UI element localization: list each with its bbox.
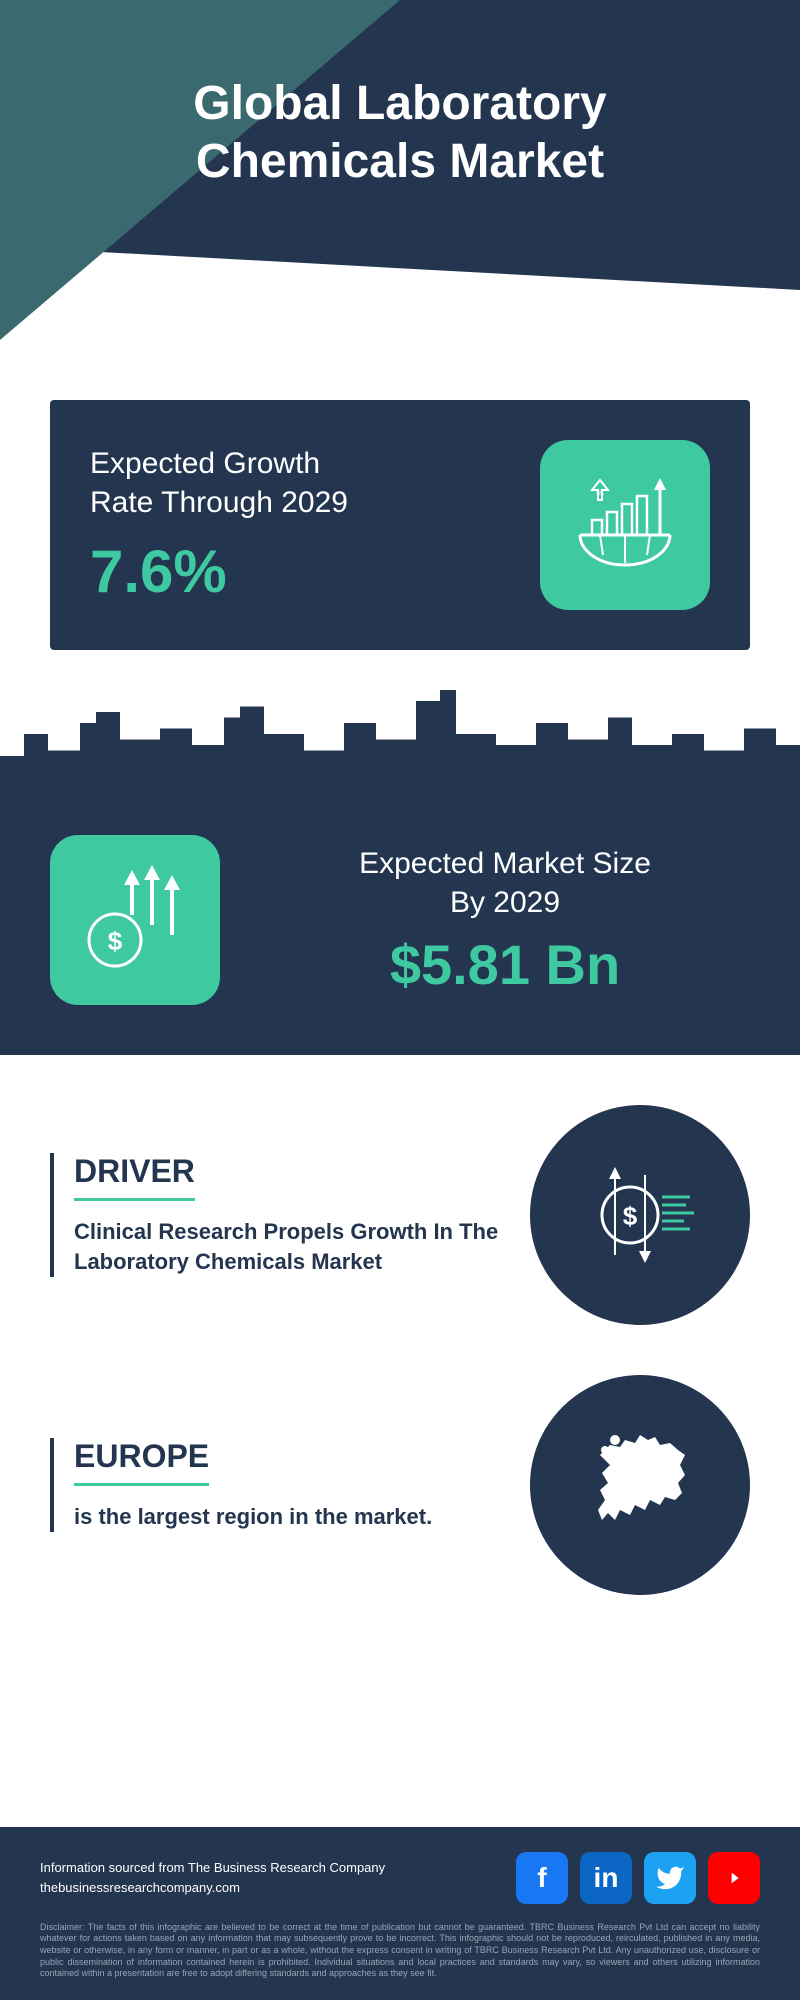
growth-rate-value: 7.6%	[90, 537, 348, 606]
region-body: is the largest region in the market.	[74, 1502, 500, 1532]
growth-rate-card: Expected Growth Rate Through 2029 7.6% %	[50, 400, 750, 650]
svg-text:%: %	[596, 489, 603, 498]
title-line1: Global Laboratory	[193, 77, 606, 130]
disclaimer: Disclaimer: The facts of this infographi…	[40, 1922, 760, 1980]
dollar-arrows-up-icon: $	[50, 835, 220, 1005]
growth-rate-text: Expected Growth Rate Through 2029 7.6%	[90, 444, 348, 606]
region-text: EUROPE is the largest region in the mark…	[50, 1438, 500, 1532]
facebook-icon[interactable]: f	[516, 1852, 568, 1904]
social-links: f in	[516, 1852, 760, 1904]
region-section: EUROPE is the largest region in the mark…	[50, 1375, 750, 1595]
svg-text:$: $	[108, 926, 123, 956]
europe-map-icon	[530, 1375, 750, 1595]
footer-source: Information sourced from The Business Re…	[40, 1858, 385, 1897]
region-title: EUROPE	[74, 1438, 209, 1486]
twitter-icon[interactable]	[644, 1852, 696, 1904]
svg-text:$: $	[623, 1201, 638, 1231]
linkedin-icon[interactable]: in	[580, 1852, 632, 1904]
footer-top: Information sourced from The Business Re…	[40, 1852, 760, 1904]
footer: Information sourced from The Business Re…	[0, 1827, 800, 2000]
market-size-card: $ Expected Market Size By 2029 $5.81 Bn	[0, 800, 800, 1055]
market-size-label: Expected Market Size By 2029	[260, 844, 750, 922]
growth-rate-label: Expected Growth Rate Through 2029	[90, 444, 348, 522]
skyline-divider	[0, 690, 800, 800]
youtube-icon[interactable]	[708, 1852, 760, 1904]
driver-text: DRIVER Clinical Research Propels Growth …	[50, 1153, 500, 1276]
market-size-text: Expected Market Size By 2029 $5.81 Bn	[260, 844, 750, 997]
driver-body: Clinical Research Propels Growth In The …	[74, 1217, 500, 1276]
market-size-value: $5.81 Bn	[260, 932, 750, 997]
title-line2: Chemicals Market	[196, 135, 604, 188]
page-title: Global Laboratory Chemicals Market	[0, 75, 800, 190]
driver-section: DRIVER Clinical Research Propels Growth …	[50, 1105, 750, 1325]
growth-chart-globe-icon: %	[540, 440, 710, 610]
driver-title: DRIVER	[74, 1153, 195, 1201]
dollar-exchange-icon: $	[530, 1105, 750, 1325]
header: Global Laboratory Chemicals Market	[0, 0, 800, 340]
